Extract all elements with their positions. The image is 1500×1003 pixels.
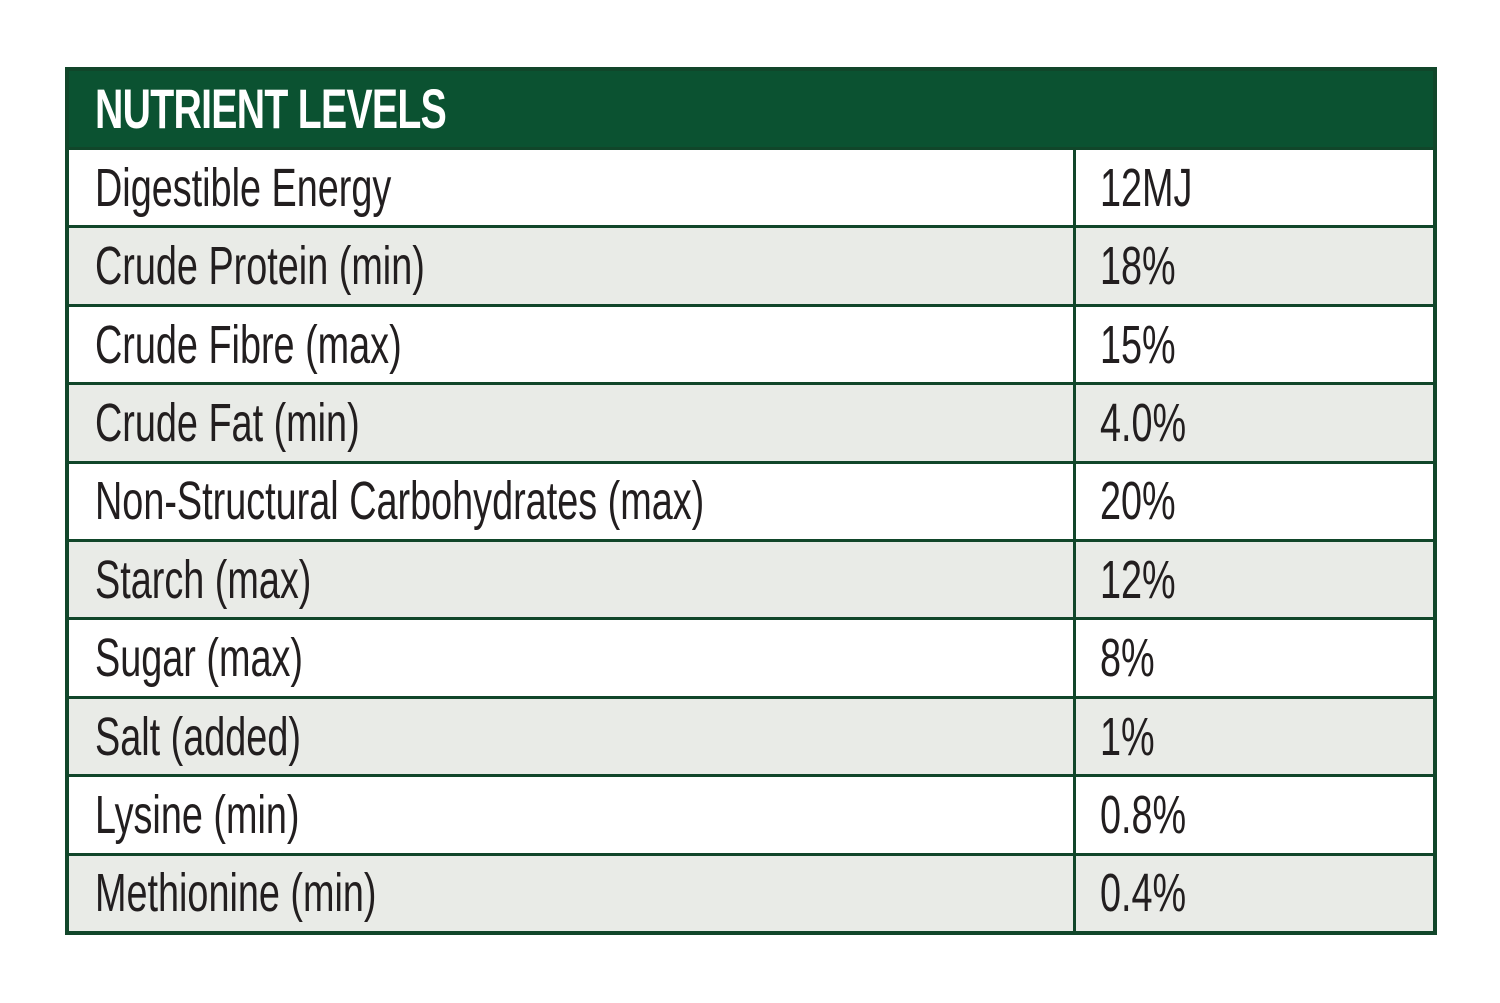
table-row: Digestible Energy 12MJ [69,147,1433,226]
nutrient-cell: Crude Protein (min) [69,228,1073,303]
value-cell: 1% [1072,698,1433,775]
value-cell: 12% [1072,542,1433,618]
nutrient-label: Crude Fibre (max) [95,314,402,375]
nutrient-cell: Non-Structural Carbohydrates (max) [69,464,1073,539]
nutrient-cell: Digestible Energy [69,150,1073,225]
nutrient-levels-table: NUTRIENT LEVELS Digestible Energy 12MJ C… [65,67,1437,935]
value-cell: 12MJ [1072,150,1433,226]
table-body: Digestible Energy 12MJ Crude Protein (mi… [69,147,1433,932]
nutrient-value: 0.4% [1099,863,1187,924]
nutrient-cell: Lysine (min) [69,777,1073,852]
table-row: Starch (max) 12% [69,539,1433,618]
table-header: NUTRIENT LEVELS [69,71,1433,147]
value-cell: 4.0% [1072,385,1433,461]
nutrient-value: 8% [1099,628,1155,689]
nutrient-cell: Methionine (min) [69,856,1073,931]
nutrient-label: Starch (max) [95,549,312,610]
table-row: Lysine (min) 0.8% [69,774,1433,853]
nutrient-value: 20% [1099,471,1176,532]
table-row: Crude Fat (min) 4.0% [69,382,1433,461]
nutrient-value: 0.8% [1099,784,1187,845]
value-cell: 15% [1072,306,1433,383]
nutrient-cell: Crude Fat (min) [69,385,1073,460]
value-cell: 8% [1072,620,1433,696]
nutrient-cell: Starch (max) [69,542,1073,617]
table-row: Crude Fibre (max) 15% [69,303,1433,383]
nutrient-label: Lysine (min) [95,784,300,845]
table-row: Non-Structural Carbohydrates (max) 20% [69,460,1433,540]
nutrient-value: 12% [1099,549,1176,610]
nutrient-label: Salt (added) [95,706,301,767]
table-row: Crude Protein (min) 18% [69,225,1433,304]
table-row: Salt (added) 1% [69,695,1433,775]
nutrient-value: 1% [1099,706,1155,767]
value-cell: 0.8% [1072,777,1433,853]
nutrient-cell: Crude Fibre (max) [69,307,1073,382]
nutrient-cell: Sugar (max) [69,620,1073,695]
nutrient-value: 18% [1099,236,1176,297]
nutrient-label: Crude Fat (min) [95,392,360,453]
nutrient-label: Methionine (min) [95,863,377,924]
value-cell: 18% [1072,228,1433,304]
nutrient-label: Digestible Energy [95,157,392,218]
value-cell: 0.4% [1072,855,1433,932]
nutrient-value: 15% [1099,314,1176,375]
value-cell: 20% [1072,463,1433,540]
nutrient-value: 12MJ [1099,157,1193,218]
table-row: Methionine (min) 0.4% [69,852,1433,932]
nutrient-label: Crude Protein (min) [95,236,425,297]
nutrient-value: 4.0% [1099,392,1187,453]
nutrient-label: Non-Structural Carbohydrates (max) [95,471,705,532]
table-row: Sugar (max) 8% [69,617,1433,696]
table-title: NUTRIENT LEVELS [95,77,447,140]
nutrient-cell: Salt (added) [69,699,1073,774]
nutrient-label: Sugar (max) [95,628,303,689]
